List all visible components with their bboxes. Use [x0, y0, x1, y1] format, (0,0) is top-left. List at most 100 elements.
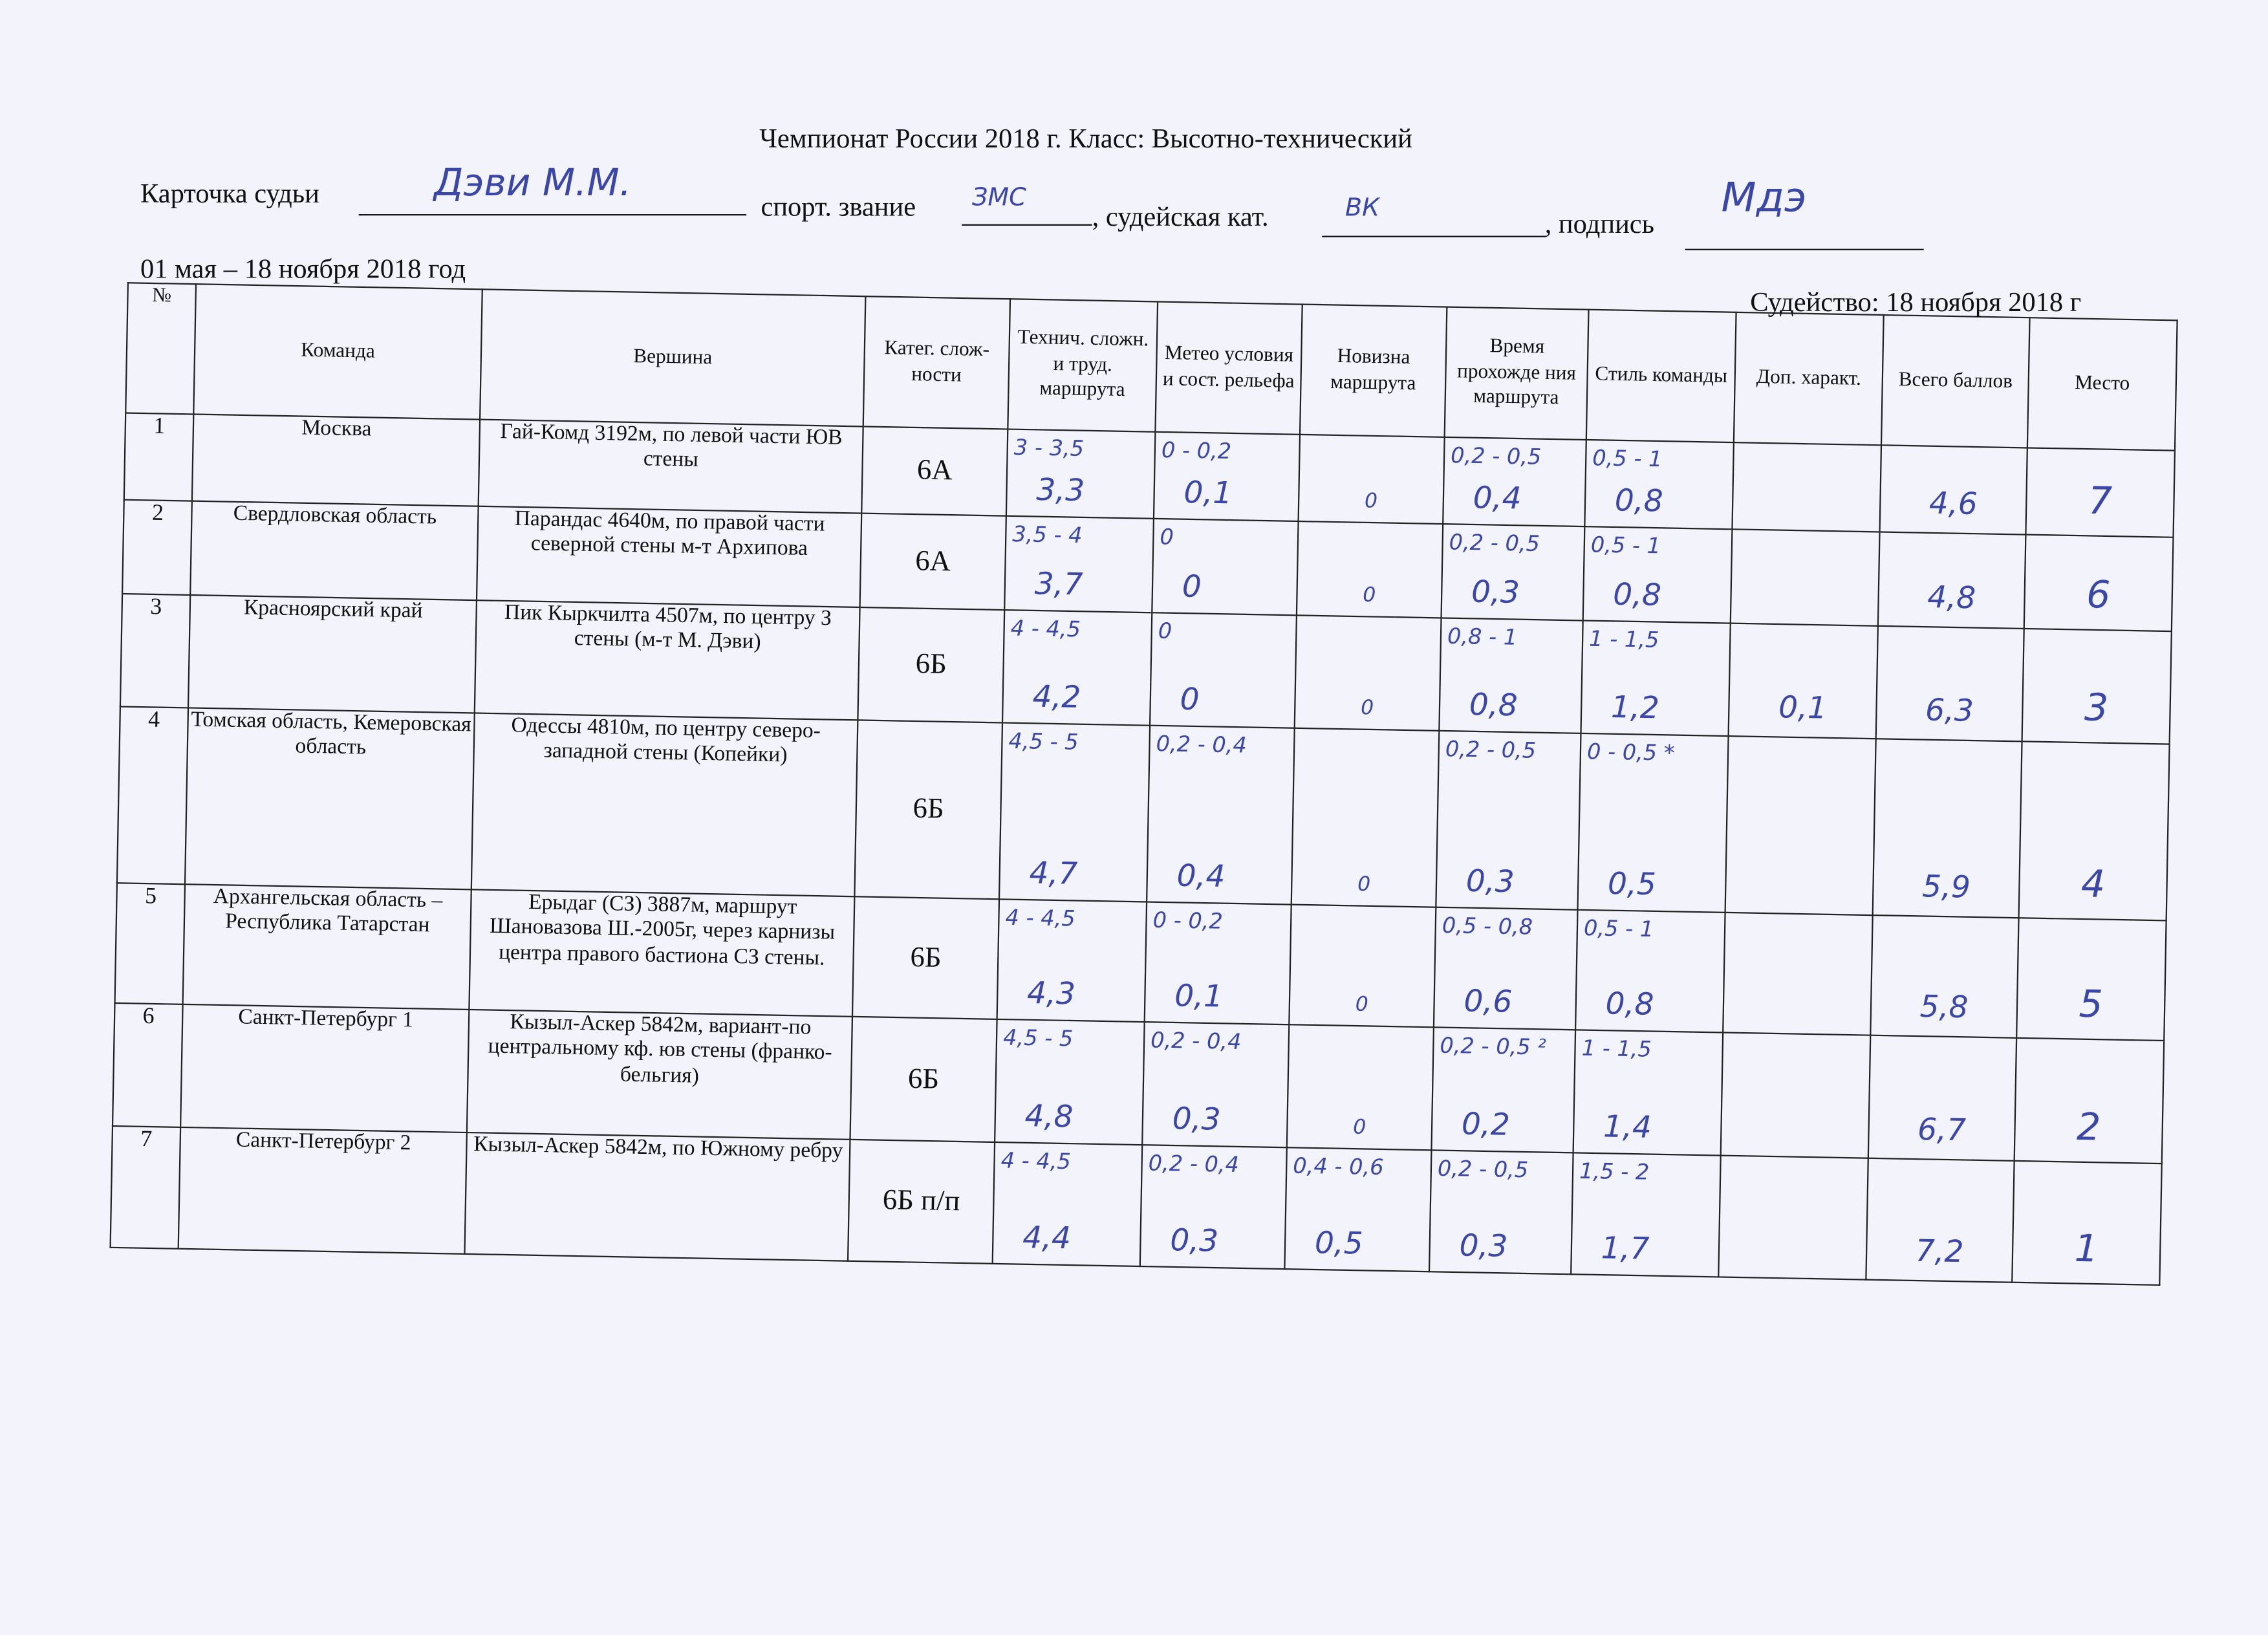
tech-range: 3,5 - 4: [1012, 521, 1083, 548]
time-score: 0,2: [1461, 1107, 1511, 1143]
meteo-range: 0,2 - 0,4: [1148, 1150, 1240, 1178]
team-name: Санкт-Петербург 2: [235, 1129, 411, 1156]
meteo-range: 0,2 - 0,4: [1150, 1027, 1242, 1055]
tech-range: 4 - 4,5: [1000, 1147, 1072, 1175]
time-score: 0,6: [1463, 983, 1513, 1019]
document-title: Чемпионат России 2018 г. Класс: Высотно-…: [759, 124, 1412, 155]
team-name: Москва: [301, 417, 372, 442]
peak-route: Пик Кыркчилта 4507м, по центру З стены (…: [504, 601, 832, 655]
team-name: Красноярский край: [243, 596, 423, 623]
style-score: 0,5: [1607, 866, 1657, 902]
novelty-score: 0: [1360, 697, 1374, 720]
style-score: 1,7: [1601, 1230, 1650, 1266]
style-range: 0 - 0,5 *: [1586, 738, 1675, 766]
meteo-range: 0,2 - 0,4: [1156, 730, 1247, 759]
judge-label: Карточка судьи: [140, 179, 319, 210]
difficulty-category: 6Б: [907, 1062, 940, 1095]
meteo-score: 0,1: [1183, 475, 1233, 511]
style-range: 1,5 - 2: [1579, 1158, 1650, 1186]
header-technical: Технич. сложн. и труд. маршрута: [1008, 299, 1158, 432]
novelty-score: 0: [1355, 993, 1369, 1017]
style-range: 1 - 1,5: [1588, 625, 1659, 653]
total-score: 6,7: [1917, 1112, 1967, 1148]
difficulty-category: 6Б п/п: [882, 1184, 960, 1218]
difficulty-category: 6Б: [913, 792, 945, 825]
time-range: 0,2 - 0,5: [1449, 529, 1540, 557]
peak-route: Кызыл-Аскер 5842м, по Южному ребру: [473, 1133, 843, 1164]
header-total: Всего баллов: [1881, 315, 2030, 448]
peak-route: Гай-Комд 3192м, по левой части ЮВ стены: [500, 420, 843, 473]
style-score: 0,8: [1605, 986, 1654, 1022]
header-category: Катег. слож-ности: [863, 296, 1011, 429]
tech-score: 4,4: [1022, 1220, 1072, 1256]
novelty-range: 0,4 - 0,6: [1293, 1153, 1384, 1181]
time-range: 0,2 - 0,5: [1445, 735, 1537, 764]
meteo-score: 0,4: [1176, 858, 1226, 894]
meteo-range: 0: [1160, 523, 1174, 550]
signature-label: , подпись: [1544, 210, 1655, 241]
extra-score: [1724, 1021, 1870, 1023]
novelty-score: 0,5: [1314, 1225, 1364, 1261]
place: 5: [2079, 983, 2104, 1028]
tech-range: 4,5 - 5: [1008, 728, 1079, 755]
extra-score: 0,1: [1778, 689, 1828, 726]
tech-score: 4,2: [1032, 679, 1081, 715]
tech-range: 4 - 4,5: [1010, 615, 1081, 643]
meteo-score: 0,3: [1169, 1222, 1219, 1259]
time-score: 0,4: [1473, 480, 1522, 516]
peak-route: Ерыдаг (СЗ) 3887м, маршрут Шановазова Ш.…: [489, 891, 836, 970]
meteo-range: 0 - 0,2: [1152, 907, 1224, 935]
peak-route: Одессы 4810м, по центру северо-западной …: [511, 714, 821, 768]
judging-date: Судейство: 18 ноября 2018 г: [1750, 288, 2082, 319]
novelty-score: 0: [1357, 873, 1371, 897]
style-score: 0,8: [1614, 482, 1664, 519]
style-range: 0,5 - 1: [1592, 444, 1663, 473]
time-score: 0,3: [1459, 1228, 1508, 1264]
extra-score: [1720, 1264, 1866, 1267]
header-time: Время прохожде ния маршрута: [1444, 307, 1589, 440]
scores-table: № Команда Вершина Катег. слож-ности Технич. …: [109, 282, 2177, 1286]
meteo-score: 0,3: [1172, 1101, 1222, 1137]
header-place: Место: [2027, 318, 2177, 451]
period: 01 мая – 18 ноября 2018 год: [140, 254, 466, 285]
row-number: 3: [149, 594, 162, 620]
difficulty-category: 6Б: [910, 940, 942, 973]
place: 2: [2076, 1106, 2101, 1151]
header-meteo: Метео условия и сост. рельефа: [1155, 301, 1302, 435]
difficulty-category: 6А: [914, 545, 951, 578]
header-team: Команда: [193, 284, 482, 420]
row-number: 4: [147, 708, 160, 733]
judge-signature: Мдэ: [1721, 173, 1807, 222]
judge-name: Дэви М.М.: [433, 162, 632, 206]
team-name: Томская область, Кемеровская область: [191, 708, 471, 760]
time-range: 0,2 - 0,5: [1450, 442, 1542, 470]
novelty-score: 0: [1363, 583, 1376, 608]
total-score: 7,2: [1915, 1233, 1964, 1270]
difficulty-category: 6А: [916, 454, 953, 487]
rank-label: спорт. звание: [761, 192, 916, 223]
header-extra: Доп. характ.: [1733, 312, 1884, 446]
place: 7: [2088, 480, 2113, 525]
extra-score: [1733, 517, 1879, 519]
difficulty-category: 6Б: [915, 648, 947, 681]
row-number: 6: [142, 1004, 155, 1030]
row-number: 7: [140, 1127, 153, 1153]
row-number: 5: [144, 884, 157, 909]
time-score: 0,8: [1469, 687, 1518, 723]
tech-score: 4,7: [1029, 855, 1078, 891]
meteo-score: 0,1: [1174, 978, 1224, 1014]
tech-score: 3,7: [1034, 566, 1083, 602]
novelty-score: 0: [1364, 490, 1378, 514]
team-name: Архангельская область – Республика Татар…: [213, 885, 443, 938]
novelty-score: 0: [1352, 1116, 1366, 1140]
meteo-score: 0: [1180, 682, 1200, 717]
peak-route: Парандас 4640м, по правой части северной…: [514, 507, 825, 561]
place: 3: [2084, 687, 2109, 731]
style-score: 0,8: [1612, 577, 1662, 613]
total-score: 5,9: [1921, 869, 1971, 905]
style-range: 1 - 1,5: [1581, 1035, 1652, 1063]
team-name: Санкт-Петербург 1: [238, 1006, 414, 1033]
judge-category: ВК: [1345, 193, 1380, 223]
time-score: 0,3: [1465, 863, 1515, 900]
